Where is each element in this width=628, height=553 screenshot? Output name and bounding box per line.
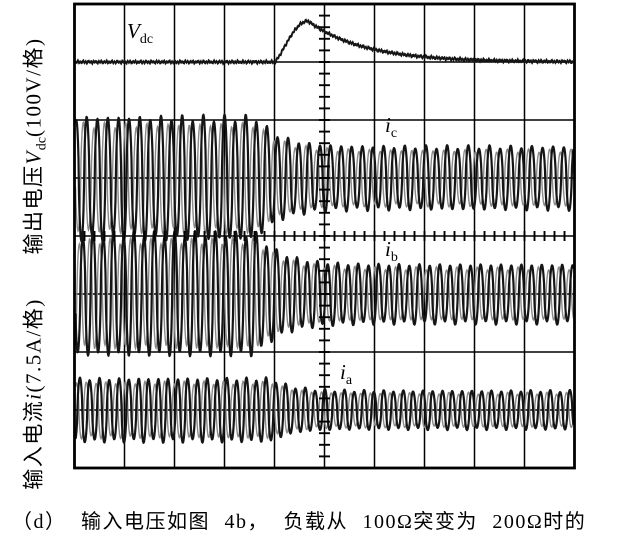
y-axis-label-output-voltage: 输出电压Vdc(100V/格) xyxy=(17,37,50,254)
trace-label-ia: ia xyxy=(340,360,352,389)
label-symbol: i xyxy=(21,392,46,400)
trace-subscript: b xyxy=(390,250,398,266)
label-suffix: (7.5A/格) xyxy=(21,298,46,393)
figure-caption: （d） 输入电压如图 4b， 负载从 100Ω突变为 200Ω时的 xyxy=(12,511,587,533)
y-axis-label-input-current: 输入电流i(7.5A/格) xyxy=(17,298,50,490)
trace-ghost-ia xyxy=(74,379,575,441)
label-prefix: 输入电流 xyxy=(21,399,46,490)
label-subscript: dc xyxy=(34,136,50,151)
trace-ib xyxy=(74,229,575,358)
label-symbol: V xyxy=(21,150,46,165)
label-suffix: (100V/格) xyxy=(21,37,46,137)
trace-vdc xyxy=(74,18,574,66)
graticule-border xyxy=(73,2,576,470)
trace-subscript: c xyxy=(390,126,398,142)
label-prefix: 输出电压 xyxy=(21,164,46,255)
trace-ic xyxy=(74,113,575,243)
trace-label-ib: ib xyxy=(385,237,398,266)
trace-symbol: i xyxy=(385,237,391,261)
trace-ghost-ib xyxy=(74,235,575,351)
trace-symbol: i xyxy=(340,360,346,384)
trace-subscript: a xyxy=(345,373,353,389)
trace-label-ic: ic xyxy=(385,113,397,142)
trace-subscript: dc xyxy=(139,32,154,48)
trace-label-vdc: Vdc xyxy=(127,19,153,48)
trace-symbol: i xyxy=(385,113,391,137)
trace-symbol: V xyxy=(127,19,140,43)
trace-ia xyxy=(74,376,575,444)
